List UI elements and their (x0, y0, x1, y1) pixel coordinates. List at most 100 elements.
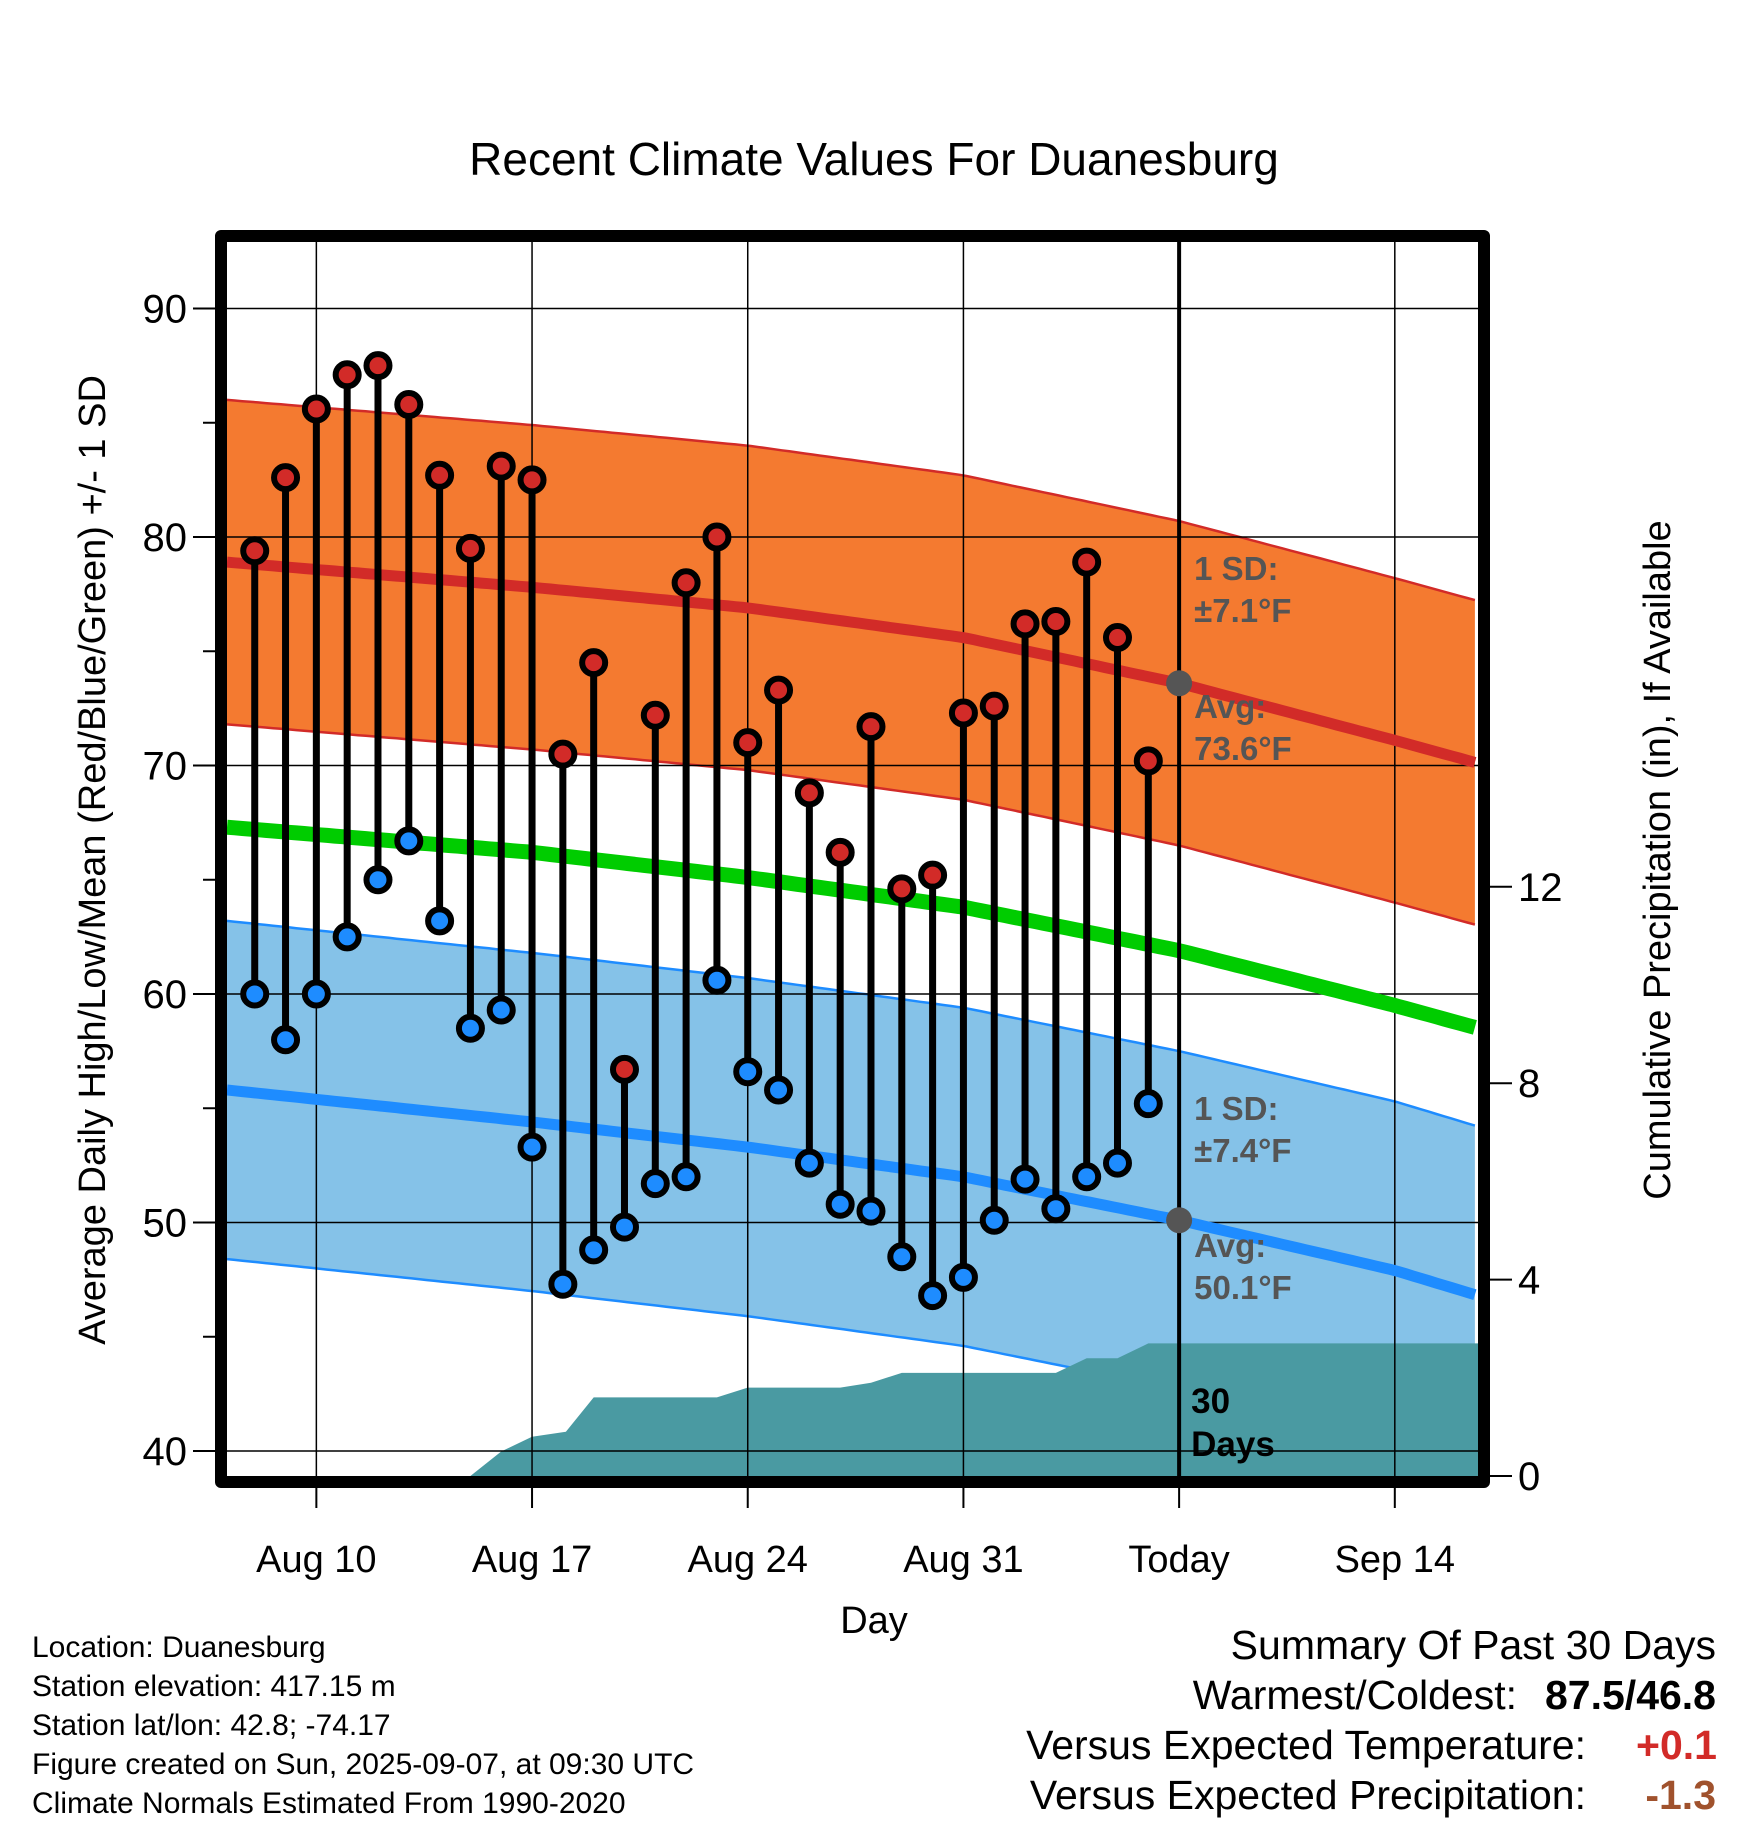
low-sd-label: 1 SD: (1194, 1090, 1278, 1127)
summary-warmest-label: Warmest/Coldest: (1192, 1672, 1517, 1718)
daily-low-point (671, 1162, 701, 1192)
info-elevation: Station elevation: 417.15 m (32, 1670, 396, 1703)
info-created: Figure created on Sun, 2025-09-07, at 09… (32, 1748, 695, 1781)
y2-tick-label-12: 12 (1518, 866, 1563, 910)
y-axis-label: Average Daily High/Low/Mean (Red/Blue/Gr… (72, 375, 114, 1345)
summary-temp-value: +0.1 (1636, 1722, 1717, 1768)
daily-high-point (517, 465, 547, 495)
daily-low-point (1010, 1164, 1040, 1194)
low-avg-marker (1166, 1207, 1193, 1234)
daily-low-point (425, 906, 455, 936)
low-avg-label: Avg: (1194, 1227, 1266, 1264)
daily-low-point (271, 1025, 301, 1055)
daily-high-point (271, 463, 301, 493)
y2-tick-label-4: 4 (1518, 1259, 1540, 1303)
daily-low-point (486, 995, 516, 1025)
summary-warmest-value: 87.5/46.8 (1545, 1672, 1716, 1718)
daily-high-point (887, 874, 917, 904)
daily-high-point (856, 712, 886, 742)
precip-days-label: Days (1191, 1425, 1275, 1464)
daily-high-point (733, 728, 763, 758)
summary-temp-row: Versus Expected Temperature: +0.1 (1026, 1720, 1717, 1770)
daily-high-point (671, 568, 701, 598)
x-axis-label: Day (840, 1600, 908, 1642)
daily-low-point (579, 1235, 609, 1265)
summary-precip-value: -1.3 (1645, 1772, 1716, 1818)
precip-area (227, 1343, 1478, 1476)
mean-normal-line (227, 819, 1477, 1035)
y-tick-label-40: 40 (143, 1430, 188, 1474)
daily-low-point (794, 1148, 824, 1178)
summary-precip-label: Versus Expected Precipitation: (1029, 1772, 1586, 1818)
summary-temp-label: Versus Expected Temperature: (1026, 1722, 1586, 1768)
daily-high-point (918, 860, 948, 890)
daily-high-point (1041, 607, 1071, 637)
x-tick-label: Aug 10 (256, 1539, 376, 1581)
high-normal-line (227, 556, 1477, 768)
high-sd-label: 1 SD: (1194, 550, 1278, 587)
daily-high-point (548, 739, 578, 769)
y2-tick-label-8: 8 (1518, 1062, 1540, 1106)
daily-low-point (979, 1205, 1009, 1235)
info-normals: Climate Normals Estimated From 1990-2020 (32, 1787, 626, 1820)
daily-low-point (856, 1196, 886, 1226)
low-band (227, 920, 1475, 1464)
daily-low-point (640, 1169, 670, 1199)
daily-high-point (363, 351, 393, 381)
x-tick-label: Aug 17 (472, 1539, 592, 1581)
daily-low-point (1072, 1162, 1102, 1192)
daily-high-point (764, 675, 794, 705)
daily-high-point (1133, 746, 1163, 776)
info-location: Location: Duanesburg (32, 1631, 326, 1664)
daily-high-point (1010, 609, 1040, 639)
y2-tick-label-0: 0 (1518, 1455, 1540, 1499)
daily-low-point (702, 965, 732, 995)
daily-high-point (794, 778, 824, 808)
daily-high-point (301, 394, 331, 424)
summary-precip-row: Versus Expected Precipitation: -1.3 (1026, 1770, 1716, 1820)
daily-high-point (825, 837, 855, 867)
plot-area: 1 SD: ±7.1°F Avg: 73.6°F 1 SD: ±7.4°F Avg: 50.1… (143, 230, 1563, 1581)
daily-high-point (394, 389, 424, 419)
y2-axis-label: Cumulative Precipitation (in), If Availa… (1637, 520, 1679, 1199)
high-upper-sd-line (227, 398, 1476, 602)
precip-days-number: 30 (1191, 1382, 1230, 1421)
high-avg-label: Avg: (1194, 688, 1266, 725)
daily-high-point (640, 700, 670, 730)
daily-low-point (1133, 1089, 1163, 1119)
y-tick-label-70: 70 (143, 745, 188, 789)
info-latlon: Station lat/lon: 42.8; -74.17 (32, 1709, 391, 1742)
x-tick-label: Aug 31 (903, 1539, 1023, 1581)
plot-content: 1 SD: ±7.1°F Avg: 73.6°F 1 SD: ±7.4°F Avg: 50.1… (227, 242, 1478, 1476)
x-tick-label: Today (1128, 1539, 1229, 1581)
daily-high-point (579, 648, 609, 678)
daily-low-point (918, 1281, 948, 1311)
x-tick-label: Sep 14 (1335, 1539, 1455, 1581)
low-avg-value: 50.1°F (1194, 1269, 1292, 1306)
daily-low-point (887, 1242, 917, 1272)
daily-low-point (332, 922, 362, 952)
high-sd-value: ±7.1°F (1194, 592, 1291, 629)
daily-high-point (455, 533, 485, 563)
chart-title: Recent Climate Values For Duanesburg (469, 133, 1279, 185)
y-tick-label-80: 80 (143, 516, 188, 560)
low-upper-sd-line (227, 919, 1476, 1127)
daily-high-point (332, 360, 362, 390)
plot-frame (215, 230, 1490, 1488)
daily-high-point (702, 522, 732, 552)
y-tick-label-50: 50 (143, 1202, 188, 1246)
daily-high-point (1072, 547, 1102, 577)
daily-low-point (733, 1057, 763, 1087)
summary-warmest-row: Warmest/Coldest: 87.5/46.8 (1026, 1670, 1716, 1720)
summary-heading: Summary Of Past 30 Days (1230, 1622, 1716, 1668)
high-avg-marker (1166, 670, 1193, 697)
daily-low-point (1102, 1148, 1132, 1178)
daily-high-point (240, 536, 270, 566)
daily-low-point (1041, 1194, 1071, 1224)
daily-high-point (1102, 623, 1132, 653)
high-band (227, 399, 1475, 925)
daily-low-point (240, 979, 270, 1009)
daily-high-point (609, 1054, 639, 1084)
daily-high-point (486, 451, 516, 481)
